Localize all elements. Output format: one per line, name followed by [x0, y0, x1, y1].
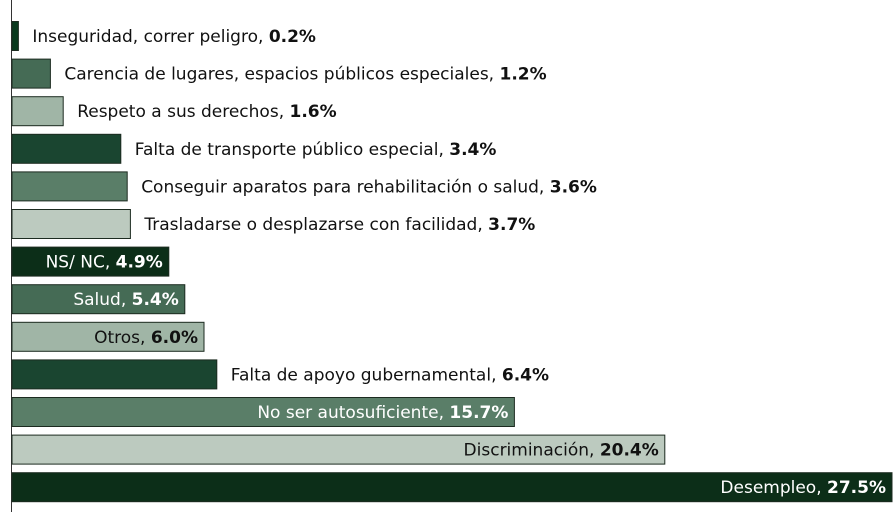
bar-label: Falta de apoyo gubernamental, 6.4% [231, 365, 549, 385]
bar-label: No ser autosuficiente, 15.7% [257, 403, 508, 423]
category-label: No ser autosuficiente, [257, 403, 444, 423]
bar-label: Trasladarse o desplazarse con facilidad,… [143, 215, 535, 235]
value-label: 15.7% [449, 403, 508, 423]
bar [11, 171, 128, 202]
category-label: Trasladarse o desplazarse con facilidad, [143, 215, 482, 235]
bar-label: Falta de transporte público especial, 3.… [135, 140, 497, 160]
bar [11, 209, 131, 239]
bar [11, 246, 170, 277]
bar-label: Otros, 6.0% [94, 328, 198, 348]
category-label: Otros, [94, 328, 145, 348]
value-label: 0.2% [269, 27, 316, 47]
value-label: 6.0% [151, 328, 198, 348]
value-label: 1.6% [290, 102, 337, 122]
bar-label: Carencia de lugares, espacios públicos e… [64, 65, 546, 85]
value-label: 20.4% [600, 441, 659, 461]
bar [11, 58, 51, 89]
bar [11, 21, 19, 51]
category-label: Inseguridad, correr peligro, [32, 27, 263, 47]
value-label: 5.4% [132, 290, 179, 310]
bar-label: Salud, 5.4% [73, 290, 178, 310]
category-label: Respeto a sus derechos, [77, 102, 284, 122]
value-label: 3.6% [550, 177, 597, 197]
bar [11, 133, 122, 164]
bar-label: Discriminación, 20.4% [464, 441, 659, 461]
bar-label: Inseguridad, correr peligro, 0.2% [32, 27, 316, 47]
category-label: Falta de transporte público especial, [135, 140, 444, 160]
bar-label: Desempleo, 27.5% [720, 478, 886, 498]
value-label: 3.4% [449, 140, 496, 160]
value-label: 27.5% [827, 478, 886, 498]
bar [11, 284, 186, 315]
category-label: Conseguir aparatos para rehabilitación o… [141, 177, 544, 197]
bar-label: Respeto a sus derechos, 1.6% [77, 102, 336, 122]
bar [11, 472, 893, 503]
value-label: 1.2% [500, 65, 547, 85]
category-label: Discriminación, [464, 441, 595, 461]
bar [11, 321, 205, 352]
value-label: 6.4% [502, 365, 549, 385]
category-label: Desempleo, [720, 478, 821, 498]
bar [11, 397, 515, 427]
value-label: 3.7% [488, 215, 535, 235]
bar-label: NS/ NC, 4.9% [46, 253, 163, 273]
category-label: Salud, [73, 290, 126, 310]
category-label: Falta de apoyo gubernamental, [231, 365, 497, 385]
bar [11, 96, 64, 127]
bar [11, 359, 218, 390]
bar-label: Conseguir aparatos para rehabilitación o… [141, 177, 597, 197]
category-label: Carencia de lugares, espacios públicos e… [64, 65, 494, 85]
category-label: NS/ NC, [46, 253, 111, 273]
value-label: 4.9% [116, 253, 163, 273]
bar [11, 434, 666, 465]
